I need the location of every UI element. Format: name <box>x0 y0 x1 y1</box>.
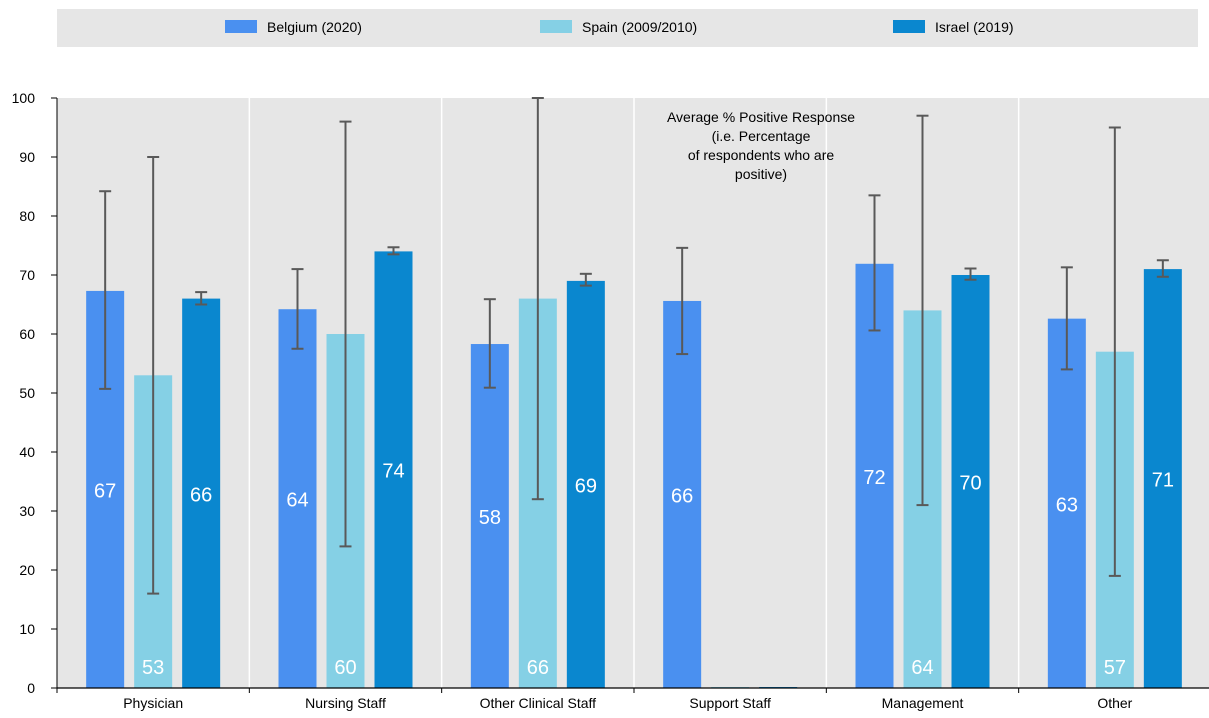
bar <box>663 300 702 688</box>
data-label: 58 <box>479 507 501 529</box>
data-label: 66 <box>527 657 549 679</box>
data-label: 69 <box>575 475 597 497</box>
y-tick-label: 20 <box>19 562 35 578</box>
data-label: 71 <box>1152 470 1174 492</box>
data-label: 63 <box>1056 494 1078 516</box>
bar <box>566 280 605 688</box>
y-tick-label: 50 <box>19 385 35 401</box>
bar <box>951 275 990 688</box>
bar <box>1143 269 1182 688</box>
annotation-line: (i.e. Percentage <box>712 128 811 144</box>
y-tick-label: 100 <box>12 90 36 106</box>
annotation-line: positive) <box>735 166 787 182</box>
y-tick-label: 60 <box>19 326 35 342</box>
data-label: 60 <box>334 657 356 679</box>
x-axis: Physician Nursing Staff Other Clinical Sta… <box>56 687 1209 711</box>
x-tick-label: Support Staff <box>689 695 771 711</box>
data-label: 67 <box>94 480 116 502</box>
data-label: 66 <box>671 485 693 507</box>
plot-background <box>57 98 1209 688</box>
data-label: 70 <box>959 473 981 495</box>
category-separators <box>248 98 1020 688</box>
bar <box>182 298 221 688</box>
data-labels: 67 53 66 64 60 74 58 66 69 66 72 64 70 63 57 71 <box>94 461 1174 679</box>
data-label: 72 <box>863 467 885 489</box>
data-label: 64 <box>911 657 933 679</box>
bar <box>855 263 894 688</box>
bar <box>374 251 413 688</box>
legend-label: Belgium (2020) <box>267 19 362 35</box>
legend: Belgium (2020) Spain (2009/2010) Israel (2… <box>225 19 1014 35</box>
data-label: 64 <box>286 490 308 512</box>
y-tick-label: 40 <box>19 444 35 460</box>
data-label: 66 <box>190 484 212 506</box>
data-label: 57 <box>1104 657 1126 679</box>
error-bars <box>99 97 1169 595</box>
bar <box>278 309 317 688</box>
y-tick-label: 30 <box>19 503 35 519</box>
y-tick-label: 80 <box>19 208 35 224</box>
y-tick-label: 70 <box>19 267 35 283</box>
annotation-line: Average % Positive Response <box>667 109 855 125</box>
legend-label: Israel (2019) <box>935 19 1014 35</box>
bar <box>1047 318 1086 688</box>
y-tick-label: 10 <box>19 621 35 637</box>
y-tick-label: 0 <box>27 680 35 696</box>
chart-annotation: Average % Positive Response (i.e. Percent… <box>667 109 855 182</box>
y-axis: 0 10 20 30 40 50 60 70 80 90 100 <box>12 90 58 696</box>
legend-label: Spain (2009/2010) <box>582 19 697 35</box>
y-tick-label: 90 <box>19 149 35 165</box>
data-label: 53 <box>142 657 164 679</box>
x-tick-label: Physician <box>123 695 183 711</box>
bar <box>470 344 509 688</box>
annotation-line: of respondents who are <box>688 147 835 163</box>
legend-swatch <box>225 20 257 33</box>
x-tick-label: Nursing Staff <box>305 695 386 711</box>
x-tick-label: Other <box>1097 695 1132 711</box>
x-tick-label: Other Clinical Staff <box>480 695 597 711</box>
data-label: 74 <box>382 461 404 483</box>
x-tick-label: Management <box>882 695 964 711</box>
legend-swatch <box>893 20 925 33</box>
legend-swatch <box>540 20 572 33</box>
